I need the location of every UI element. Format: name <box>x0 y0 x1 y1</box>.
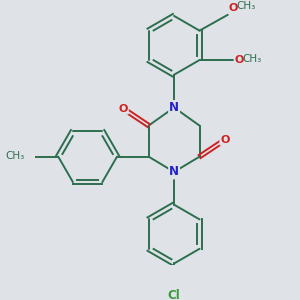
Text: CH₃: CH₃ <box>242 54 261 64</box>
Text: N: N <box>169 165 179 178</box>
Text: O: O <box>118 103 128 114</box>
Text: O: O <box>220 135 230 145</box>
Text: O: O <box>235 55 244 65</box>
Text: Cl: Cl <box>168 289 181 300</box>
Text: CH₃: CH₃ <box>236 1 255 11</box>
Text: N: N <box>169 101 179 114</box>
Text: O: O <box>229 3 238 13</box>
Text: CH₃: CH₃ <box>6 151 25 160</box>
